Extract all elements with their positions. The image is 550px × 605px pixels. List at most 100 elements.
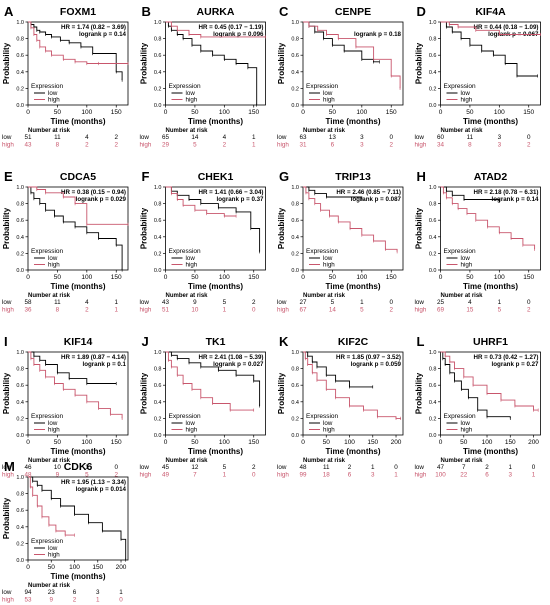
- y-axis-label: Probability: [140, 372, 149, 414]
- risk-count-high: 1: [532, 472, 536, 479]
- x-tick-label: 0: [26, 109, 30, 116]
- risk-count-low: 3: [360, 134, 364, 141]
- legend-label-low: low: [323, 90, 333, 97]
- legend-title: Expression: [31, 413, 64, 420]
- risk-count-high: 3: [509, 472, 513, 479]
- plot-frame: [27, 351, 129, 436]
- risk-count-high: 2: [73, 597, 77, 604]
- risk-count-high: 5: [360, 307, 364, 314]
- hr-text: HR = 0.45 (0.17 − 1.19): [198, 24, 263, 31]
- x-axis-label: Time (months): [51, 447, 106, 456]
- y-tick-label: 0.8: [291, 37, 299, 43]
- logrank-text: logrank p = 0.18: [354, 31, 401, 38]
- risk-count-high: 67: [299, 307, 307, 314]
- risk-count-high: 2: [527, 142, 531, 149]
- risk-count-high: 8: [468, 142, 472, 149]
- panel-title: CDCA5: [60, 171, 96, 183]
- risk-count-high: 51: [162, 307, 170, 314]
- risk-count-high: 15: [466, 307, 474, 314]
- risk-count-high: 9: [49, 597, 53, 604]
- y-tick-label: 0.0: [154, 433, 162, 439]
- risk-table-title: Number at risk: [303, 128, 346, 134]
- panel-title: CHEK1: [198, 171, 234, 183]
- x-tick-label: 150: [111, 274, 122, 281]
- x-tick-label: 50: [460, 439, 468, 446]
- x-tick-label: 150: [367, 439, 378, 446]
- y-tick-label: 0.6: [16, 218, 24, 224]
- risk-count-high: 1: [96, 597, 100, 604]
- y-tick-label: 0.0: [429, 103, 437, 109]
- x-tick-label: 100: [494, 274, 505, 281]
- risk-count-low: 11: [54, 299, 61, 306]
- hr-text: HR = 0.38 (0.15 − 0.94): [61, 189, 126, 196]
- risk-count-low: 0: [527, 299, 531, 306]
- legend-title: Expression: [169, 83, 202, 90]
- x-axis-label: Time (months): [326, 282, 381, 291]
- y-tick-label: 0.6: [154, 53, 162, 59]
- plot-frame: [302, 186, 404, 271]
- km-curve-high: [165, 351, 254, 411]
- risk-count-low: 0: [394, 464, 398, 471]
- risk-row-label-low: low: [2, 299, 12, 306]
- risk-row-label-high: high: [140, 307, 152, 314]
- risk-count-high: 6: [331, 142, 335, 149]
- km-panel-E: E CDCA5 0.0 0.2 0.4 0.6 0.8 1.0 0 50 100 150 Probabi…: [2, 169, 129, 314]
- panel-letter: I: [4, 334, 8, 349]
- risk-row-label-low: low: [2, 464, 12, 471]
- x-axis-label: Time (months): [463, 117, 518, 126]
- y-tick-label: 0.8: [291, 367, 299, 373]
- km-panel-C: C CENPE 0.0 0.2 0.4 0.6 0.8 1.0 0 50 100 150 Probabi…: [277, 4, 404, 149]
- x-tick-label: 100: [356, 274, 367, 281]
- x-tick-label: 100: [81, 439, 92, 446]
- legend-label-high: high: [323, 262, 335, 269]
- y-axis-label: Probability: [277, 207, 286, 249]
- risk-row-label-low: low: [415, 299, 425, 306]
- y-tick-label: 0.6: [429, 53, 437, 59]
- legend-label-low: low: [48, 545, 58, 552]
- x-tick-label: 0: [26, 439, 30, 446]
- panel-letter: D: [417, 4, 426, 19]
- risk-count-low: 1: [119, 589, 123, 596]
- x-axis-label: Time (months): [188, 117, 243, 126]
- x-tick-label: 150: [111, 109, 122, 116]
- risk-count-high: 1: [252, 142, 256, 149]
- x-tick-label: 150: [248, 274, 259, 281]
- risk-count-low: 25: [437, 299, 445, 306]
- y-tick-label: 0.4: [291, 400, 299, 406]
- y-tick-label: 0.2: [16, 251, 24, 257]
- logrank-text: logrank p = 0.14: [492, 196, 539, 203]
- risk-count-high: 48: [24, 472, 32, 479]
- risk-count-low: 63: [299, 134, 307, 141]
- hr-text: HR = 2.41 (1.08 − 5.39): [198, 354, 263, 361]
- legend-title: Expression: [306, 248, 339, 255]
- x-tick-label: 150: [248, 439, 259, 446]
- x-tick-label: 50: [466, 109, 474, 116]
- risk-table-title: Number at risk: [441, 128, 484, 134]
- x-tick-label: 150: [92, 564, 103, 571]
- risk-table-title: Number at risk: [28, 458, 71, 464]
- y-axis-label: Probability: [140, 207, 149, 249]
- y-tick-label: 0.2: [16, 541, 24, 547]
- risk-count-high: 3: [371, 472, 375, 479]
- y-tick-label: 0.2: [154, 251, 162, 257]
- y-tick-label: 0.6: [291, 53, 299, 59]
- risk-count-high: 2: [114, 142, 118, 149]
- km-curve-low: [28, 186, 123, 270]
- y-axis-label: Probability: [2, 207, 11, 249]
- y-tick-label: 0.4: [16, 235, 24, 241]
- risk-count-low: 0: [527, 134, 531, 141]
- y-tick-label: 0.4: [429, 235, 437, 241]
- x-axis-label: Time (months): [463, 447, 518, 456]
- x-tick-label: 0: [301, 274, 305, 281]
- x-tick-label: 50: [329, 109, 337, 116]
- x-tick-label: 0: [439, 274, 443, 281]
- risk-count-low: 5: [331, 299, 335, 306]
- risk-count-low: 0: [532, 464, 536, 471]
- risk-count-low: 2: [252, 299, 256, 306]
- logrank-text: logrank p = 0.014: [76, 486, 127, 493]
- panel-letter: K: [279, 334, 289, 349]
- risk-count-low: 9: [193, 299, 197, 306]
